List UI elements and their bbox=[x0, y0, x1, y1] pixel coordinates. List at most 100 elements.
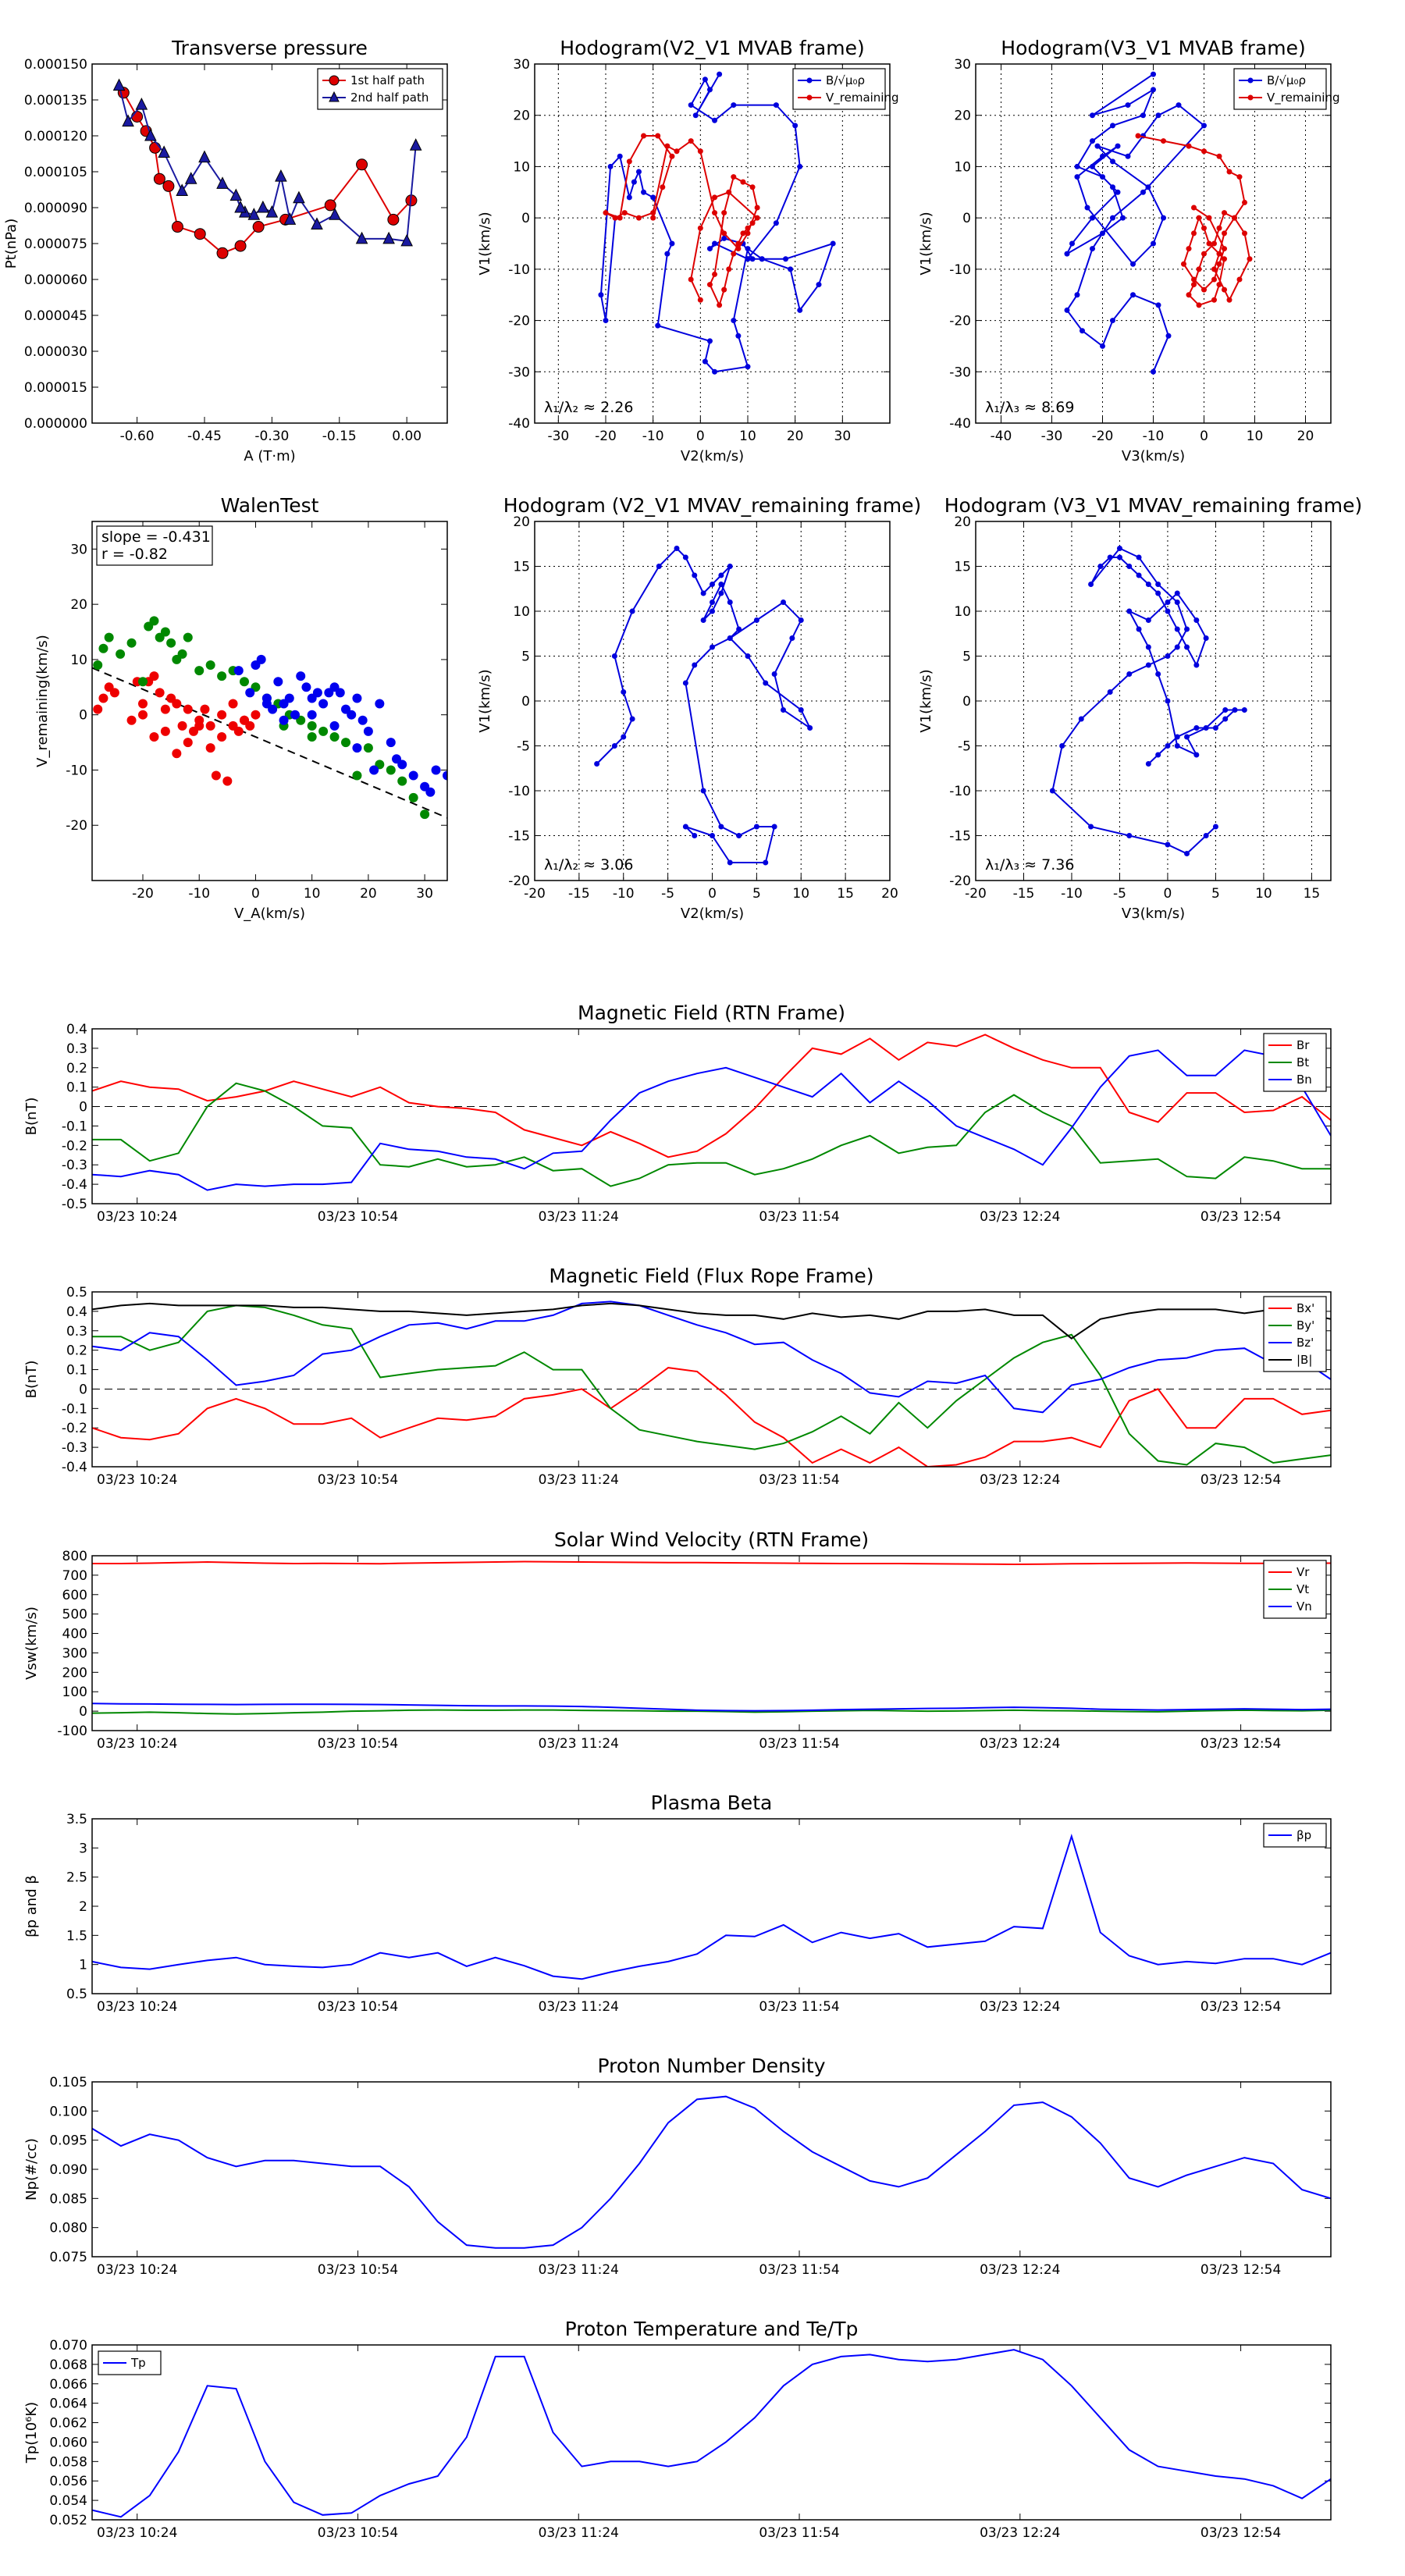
y-tick-label: 0.5 bbox=[66, 1285, 87, 1300]
legend-marker bbox=[1247, 94, 1254, 101]
data-point bbox=[329, 732, 340, 742]
y-tick-label: -10 bbox=[66, 763, 87, 778]
y-tick-label: 30 bbox=[70, 542, 87, 557]
data-point bbox=[710, 833, 715, 838]
series-line bbox=[92, 1034, 1331, 1158]
data-point bbox=[1088, 582, 1094, 587]
data-point bbox=[1126, 564, 1133, 569]
data-point bbox=[363, 743, 373, 753]
data-point bbox=[1241, 707, 1247, 713]
data-point bbox=[759, 256, 765, 262]
legend-text: slope = -0.431 bbox=[101, 528, 211, 546]
data-point bbox=[1151, 87, 1156, 93]
data-point bbox=[1222, 286, 1227, 293]
y-tick-label: 0.000135 bbox=[24, 93, 87, 109]
x-axis-label: V3(km/s) bbox=[1122, 448, 1185, 464]
data-point bbox=[93, 660, 103, 670]
data-point bbox=[318, 726, 329, 736]
data-point bbox=[745, 225, 751, 231]
data-point bbox=[160, 704, 170, 714]
data-point bbox=[311, 217, 323, 229]
data-point bbox=[116, 649, 126, 659]
data-point bbox=[650, 194, 656, 201]
data-point bbox=[356, 158, 368, 171]
y-tick-label: 0.2 bbox=[66, 1343, 87, 1359]
x-axis-label: V2(km/s) bbox=[681, 448, 744, 464]
data-point bbox=[612, 215, 618, 221]
y-tick-label: 0.066 bbox=[49, 2377, 87, 2393]
data-point bbox=[216, 247, 229, 259]
data-point bbox=[1140, 189, 1146, 195]
data-point bbox=[233, 726, 244, 736]
x-tick-label: 20 bbox=[1297, 429, 1314, 444]
x-tick-label: 03/23 10:54 bbox=[318, 1209, 398, 1225]
data-point bbox=[217, 732, 227, 742]
series-line bbox=[1065, 73, 1205, 372]
y-axis-label: Tp(10⁶K) bbox=[23, 2402, 40, 2464]
data-point bbox=[712, 117, 718, 123]
data-point bbox=[745, 653, 751, 659]
data-point bbox=[425, 787, 436, 797]
x-tick-label: -10 bbox=[613, 886, 635, 902]
data-point bbox=[631, 179, 637, 185]
data-point bbox=[710, 600, 715, 605]
y-tick-label: 600 bbox=[62, 1588, 87, 1603]
data-point bbox=[710, 582, 715, 587]
y-tick-label: 0.052 bbox=[49, 2513, 87, 2528]
data-point bbox=[1165, 333, 1172, 339]
data-point bbox=[727, 635, 733, 641]
data-point bbox=[1116, 546, 1122, 551]
plot-frame bbox=[975, 521, 1332, 881]
data-point bbox=[688, 138, 694, 144]
y-tick-label: 15 bbox=[954, 560, 971, 575]
data-point bbox=[138, 710, 148, 720]
y-tick-label: 0.4 bbox=[66, 1022, 87, 1037]
y-tick-label: 0 bbox=[962, 694, 971, 710]
data-point bbox=[155, 688, 165, 698]
fit-line bbox=[92, 667, 447, 819]
y-tick-label: -5 bbox=[517, 739, 530, 755]
data-point bbox=[1130, 261, 1136, 267]
y-tick-label: -15 bbox=[949, 829, 971, 845]
data-point bbox=[664, 251, 670, 257]
x-tick-label: -15 bbox=[568, 886, 590, 902]
y-tick-label: -20 bbox=[949, 314, 971, 329]
data-point bbox=[1203, 635, 1209, 641]
data-point bbox=[1211, 297, 1217, 303]
data-point bbox=[1145, 184, 1151, 190]
x-tick-label: 03/23 11:24 bbox=[539, 2525, 619, 2541]
hodogram-v3-v1-mvav-panel: Hodogram (V3_V1 MVAV_remaining frame) -20… bbox=[918, 494, 1362, 922]
y-tick-label: 0.085 bbox=[49, 2191, 87, 2207]
data-point bbox=[1191, 205, 1197, 211]
data-point bbox=[257, 200, 269, 213]
x-tick-label: -40 bbox=[991, 429, 1012, 444]
data-point bbox=[717, 302, 723, 308]
data-point bbox=[702, 358, 708, 365]
data-point bbox=[798, 707, 804, 713]
x-tick-label: 0 bbox=[1164, 886, 1172, 902]
data-point bbox=[217, 671, 227, 681]
legend-label: Vn bbox=[1297, 1599, 1312, 1614]
x-tick-label: 03/23 11:24 bbox=[539, 1209, 619, 1225]
data-point bbox=[710, 608, 715, 614]
data-point bbox=[1201, 148, 1207, 155]
data-point bbox=[621, 689, 627, 695]
x-tick-label: 15 bbox=[1304, 886, 1321, 902]
data-point bbox=[731, 102, 737, 109]
data-point bbox=[1140, 112, 1146, 119]
data-point bbox=[807, 725, 813, 731]
data-point bbox=[171, 221, 183, 233]
x-tick-label: 03/23 11:54 bbox=[759, 2525, 839, 2541]
y-tick-label: 20 bbox=[954, 514, 971, 530]
data-layer bbox=[92, 1300, 1331, 1467]
data-point bbox=[626, 194, 632, 201]
legend-label: B/√μ₀ρ bbox=[826, 73, 865, 87]
data-point bbox=[1136, 626, 1142, 632]
data-point bbox=[740, 230, 746, 237]
y-axis-label: V1(km/s) bbox=[918, 669, 934, 732]
data-point bbox=[736, 833, 742, 838]
data-point bbox=[712, 194, 718, 201]
data-point bbox=[135, 98, 148, 110]
y-tick-label: -40 bbox=[949, 416, 971, 432]
data-point bbox=[1155, 590, 1161, 596]
